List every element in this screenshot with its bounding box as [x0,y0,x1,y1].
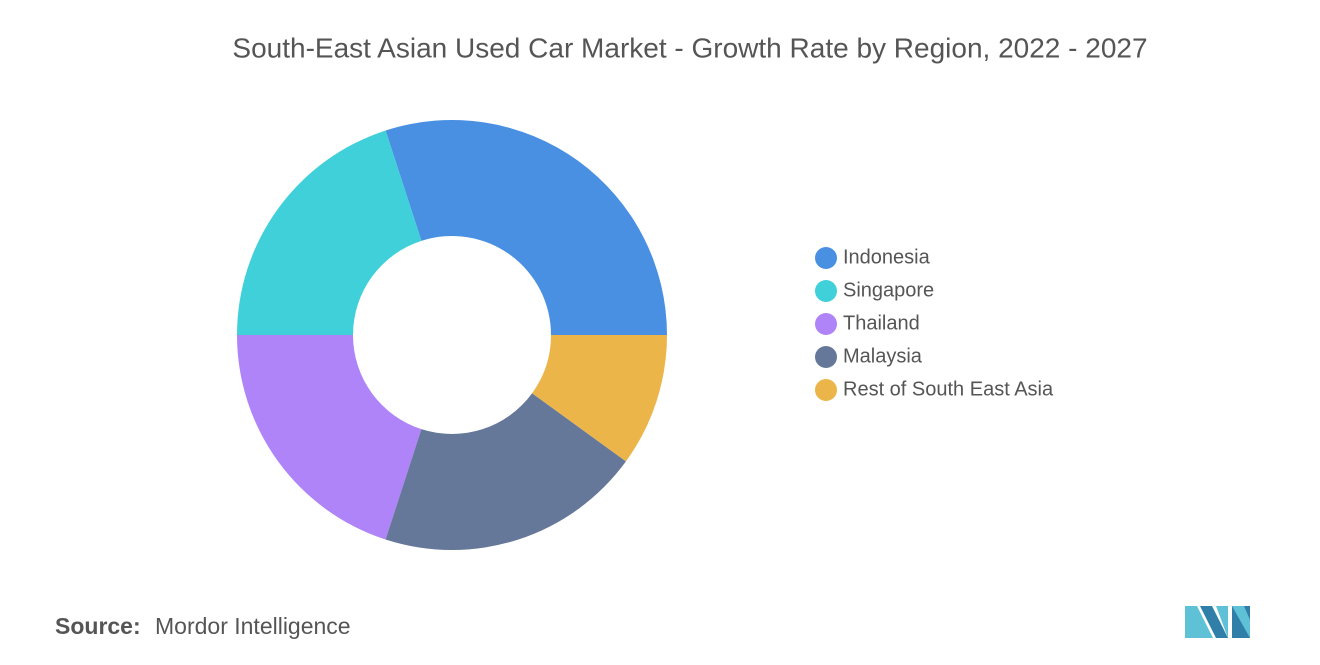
legend-label: Thailand [843,312,920,334]
legend-label: Indonesia [843,246,931,268]
legend-swatch [815,379,837,401]
legend-swatch [815,346,837,368]
legend-swatch [815,280,837,302]
source-label: Source: [55,613,141,639]
donut-segment [237,335,422,540]
chart-title: South-East Asian Used Car Market - Growt… [232,32,1147,63]
source: Mordor Intelligence [155,613,351,639]
legend-swatch [815,247,837,269]
legend-swatch [815,313,837,335]
donut-segment [385,119,667,336]
legend-label: Rest of South East Asia [843,378,1054,400]
legend-label: Singapore [843,279,934,301]
donut-segment [237,130,422,335]
donut-segment [532,335,667,462]
legend-label: Malaysia [843,345,923,367]
logo [1185,606,1250,638]
donut-segment [385,393,626,551]
